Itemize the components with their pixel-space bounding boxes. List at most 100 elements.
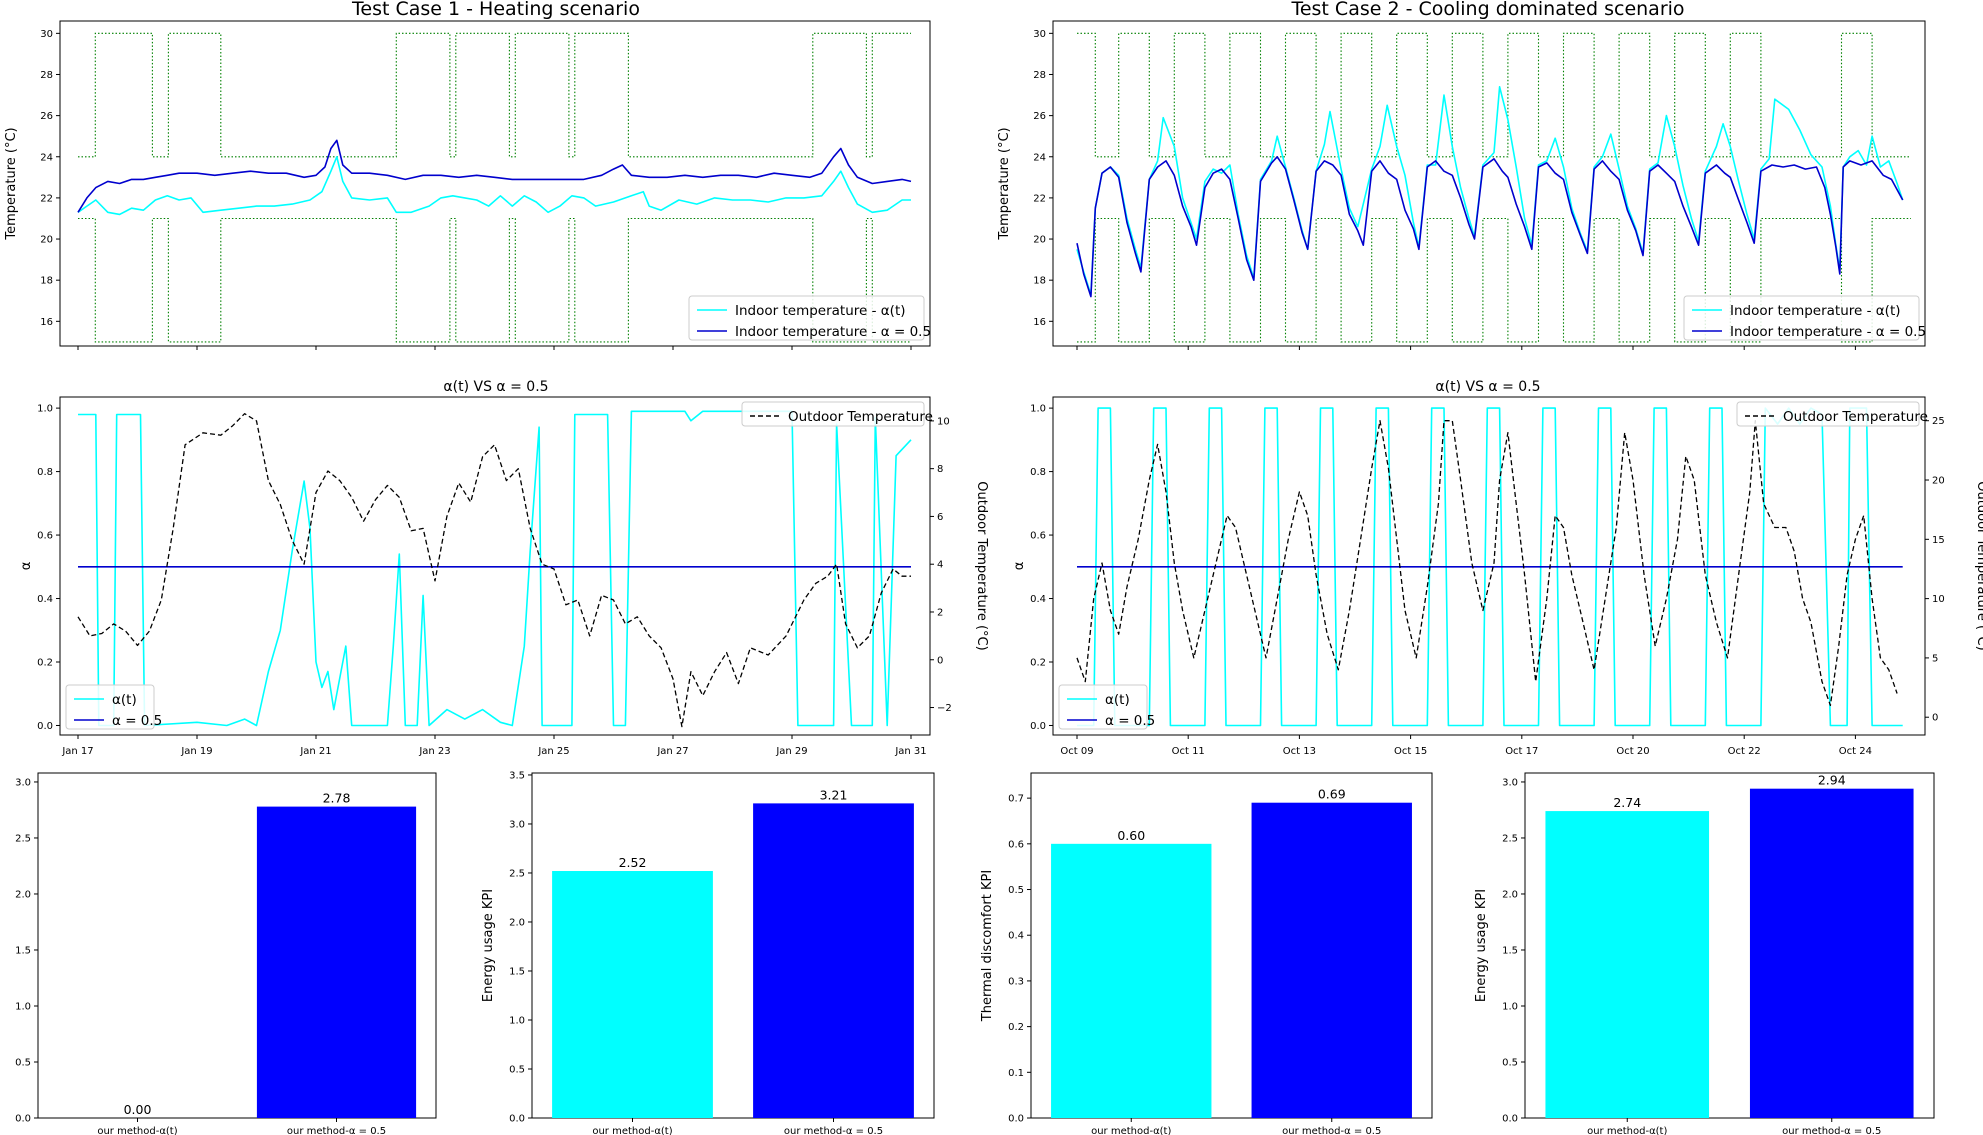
heating-temperature-panel-y-tick-label: 16: [40, 317, 53, 328]
cooling-alpha-panel-xtick-label: Oct 15: [1394, 746, 1427, 757]
heating-temperature-panel-y-tick-label: 22: [40, 193, 53, 204]
legend-entry: Indoor temperature - α(t): [735, 303, 906, 319]
heating-discomfort-bars-y-tick-label: 2.0: [15, 889, 31, 900]
cooling-alpha-panel-y-tick-label: 0.2: [1030, 658, 1046, 669]
heating-energy-bars-y-tick-label: 1.5: [509, 966, 525, 977]
cooling-alpha-panel-y2-tick-label: 0: [1932, 713, 1938, 724]
heating-energy-bars-xtick-label: our method-α(t): [592, 1126, 672, 1135]
cooling-alpha-panel-y2-tick-label: 25: [1932, 416, 1945, 427]
heating-alpha-panel-xtick-label: Jan 21: [299, 746, 331, 757]
heating-temperature-panel-y-tick-label: 24: [40, 152, 53, 163]
cooling-alpha-panel-alpha-legend-box: [1058, 684, 1148, 730]
cooling-alpha-panel-y2-tick-label: 15: [1932, 535, 1945, 546]
heating-alpha-panel-y2-tick-label: 2: [937, 607, 943, 618]
cooling-discomfort-bars-bar: [1051, 843, 1212, 1118]
heating-alpha-panel-xtick-label: Jan 17: [61, 746, 93, 757]
cooling-temperature-panel-legend: Indoor temperature - α(t) Indoor temperat…: [1683, 295, 1926, 341]
heating-temperature-panel-y-tick-label: 20: [40, 235, 53, 246]
cooling-temperature-panel-y-tick-label: 22: [1033, 193, 1046, 204]
heating-alpha-panel-y-tick-label: 0.4: [37, 594, 53, 605]
heating-discomfort-bars-xtick-label: our method-α(t): [97, 1126, 177, 1135]
heating-alpha-panel-y2-tick-label: 10: [937, 416, 950, 427]
heating-alpha-panel-y2-tick-label: 8: [937, 464, 943, 475]
heating-discomfort-bars-y-tick-label: 0.0: [15, 1114, 31, 1125]
cooling-energy-bars-bar-label: 2.74: [1613, 795, 1641, 810]
cooling-energy-bars-xtick-label: our method-α = 0.5: [1782, 1126, 1881, 1135]
cooling-alpha-panel-outdoor-temperature: [1076, 420, 1898, 707]
cooling-discomfort-bars-y-tick-label: 0.1: [1008, 1068, 1024, 1079]
legend-entry: α = 0.5: [1105, 713, 1155, 729]
cooling-discomfort-bars-bar-label: 0.69: [1318, 787, 1346, 802]
heating-alpha-panel-y-tick-label: 1.0: [37, 404, 53, 415]
cooling-energy-bars-y-tick-label: 1.5: [1502, 945, 1518, 956]
heating-alpha-panel-outdoor-temperature: [77, 413, 911, 728]
cooling-energy-bars-y-tick-label: 1.0: [1502, 1001, 1518, 1012]
heating-temperature-panel-y-tick-label: 18: [40, 276, 53, 287]
cooling-temperature-panel-series-alpha-fixed: [1076, 156, 1904, 298]
heating-energy-bars-y-tick-label: 1.0: [509, 1015, 525, 1026]
cooling-temperature-panel-ylabel: Temperature (°C): [997, 127, 1012, 240]
heating-alpha-panel-outdoor-legend: Outdoor Temperature: [741, 401, 933, 427]
heating-alpha-panel-y-tick-label: 0.2: [37, 658, 53, 669]
cooling-energy-bars-ylabel: Energy usage KPI: [1474, 889, 1489, 1002]
cooling-alpha-panel-y-tick-label: 1.0: [1030, 404, 1046, 415]
heating-alpha-panel-y2-tick-label: 6: [937, 512, 943, 523]
heating-energy-bars-y-tick-label: 0.0: [509, 1114, 525, 1125]
heating-temperature-panel-y-tick-label: 30: [40, 29, 53, 40]
cooling-temperature-panel-upper-comfort-bound: [1077, 32, 1911, 158]
heating-temperature-panel-legend-box: [688, 295, 925, 341]
heating-discomfort-bars-y-tick-label: 1.0: [15, 1001, 31, 1012]
cooling-alpha-panel-y2-tick-label: 10: [1932, 594, 1945, 605]
heating-energy-bars-y-tick-label: 0.5: [509, 1064, 525, 1075]
heating-alpha-panel-xtick-label: Jan 27: [656, 746, 688, 757]
heating-alpha-panel-alpha-legend-box: [65, 684, 155, 730]
heating-discomfort-bars-y-tick-label: 2.5: [15, 833, 31, 844]
cooling-alpha-panel-y-tick-label: 0.4: [1030, 594, 1046, 605]
cooling-discomfort-bars-ylabel: Thermal discomfort KPI: [980, 870, 995, 1022]
heating-alpha-panel-alpha-legend: α(t) α = 0.5: [65, 684, 162, 730]
heating-alpha-panel-frame: [59, 396, 931, 736]
cooling-discomfort-bars-y-tick-label: 0.7: [1008, 794, 1024, 805]
cooling-discomfort-bars-y-tick-label: 0.5: [1008, 885, 1024, 896]
cooling-temperature-panel-y-tick-label: 30: [1033, 29, 1046, 40]
cooling-energy-bars-y-tick-label: 2.0: [1502, 889, 1518, 900]
cooling-alpha-panel-y2-tick-label: 20: [1932, 476, 1945, 487]
legend-entry: Indoor temperature - α(t): [1730, 303, 1901, 319]
cooling-discomfort-bars-y-tick-label: 0.3: [1008, 976, 1024, 987]
legend-entry: α(t): [112, 692, 137, 708]
cooling-alpha-panel-xtick-label: Oct 09: [1060, 746, 1093, 757]
cooling-alpha-panel-xtick-label: Oct 24: [1839, 746, 1872, 757]
heating-alpha-panel-series-alpha-t: [78, 410, 912, 727]
heating-discomfort-bars-bar: [256, 806, 417, 1118]
cooling-energy-bars-frame: [1524, 772, 1935, 1119]
heating-temperature-panel-series-alpha-fixed: [77, 139, 912, 213]
cooling-alpha-panel-alpha-legend: α(t) α = 0.5: [1058, 684, 1155, 730]
cooling-discomfort-bars-y-tick-label: 0.4: [1008, 931, 1024, 942]
cooling-energy-bars-y-tick-label: 3.0: [1502, 777, 1518, 788]
heating-discomfort-bars-frame: [37, 772, 437, 1119]
heating-energy-bars-frame: [531, 772, 935, 1119]
legend-entry: Indoor temperature - α = 0.5: [735, 324, 931, 340]
cooling-temperature-panel-y-tick-label: 20: [1033, 235, 1046, 246]
heating-alpha-panel-xtick-label: Jan 19: [180, 746, 212, 757]
heating-alpha-panel-xtick-label: Jan 23: [418, 746, 450, 757]
heating-energy-bars-y-tick-label: 3.5: [509, 770, 525, 781]
heating-temperature-panel-y-tick-label: 28: [40, 70, 53, 81]
right-column-title: Test Case 2 - Cooling dominated scenario: [1290, 0, 1684, 20]
cooling-energy-bars-bar: [1749, 788, 1914, 1118]
legend-entry: α(t): [1105, 692, 1130, 708]
cooling-discomfort-bars-xtick-label: our method-α = 0.5: [1282, 1126, 1381, 1135]
heating-alpha-panel-y-tick-label: 0.0: [37, 721, 53, 732]
cooling-discomfort-bars-bar-label: 0.60: [1117, 828, 1145, 843]
heating-discomfort-bars-y-tick-label: 0.5: [15, 1057, 31, 1068]
cooling-discomfort-bars-y-tick-label: 0.6: [1008, 839, 1024, 850]
heating-energy-bars-bar: [753, 803, 914, 1118]
heating-energy-bars-bar-label: 2.52: [619, 855, 647, 870]
heating-discomfort-bars-bar-label: 0.00: [124, 1102, 152, 1117]
cooling-temperature-panel-y-tick-label: 26: [1033, 111, 1046, 122]
cooling-energy-bars-xtick-label: our method-α(t): [1587, 1126, 1667, 1135]
cooling-alpha-panel-y-tick-label: 0.8: [1030, 467, 1046, 478]
cooling-alpha-panel-y-tick-label: 0.0: [1030, 721, 1046, 732]
cooling-energy-bars-y-tick-label: 2.5: [1502, 833, 1518, 844]
